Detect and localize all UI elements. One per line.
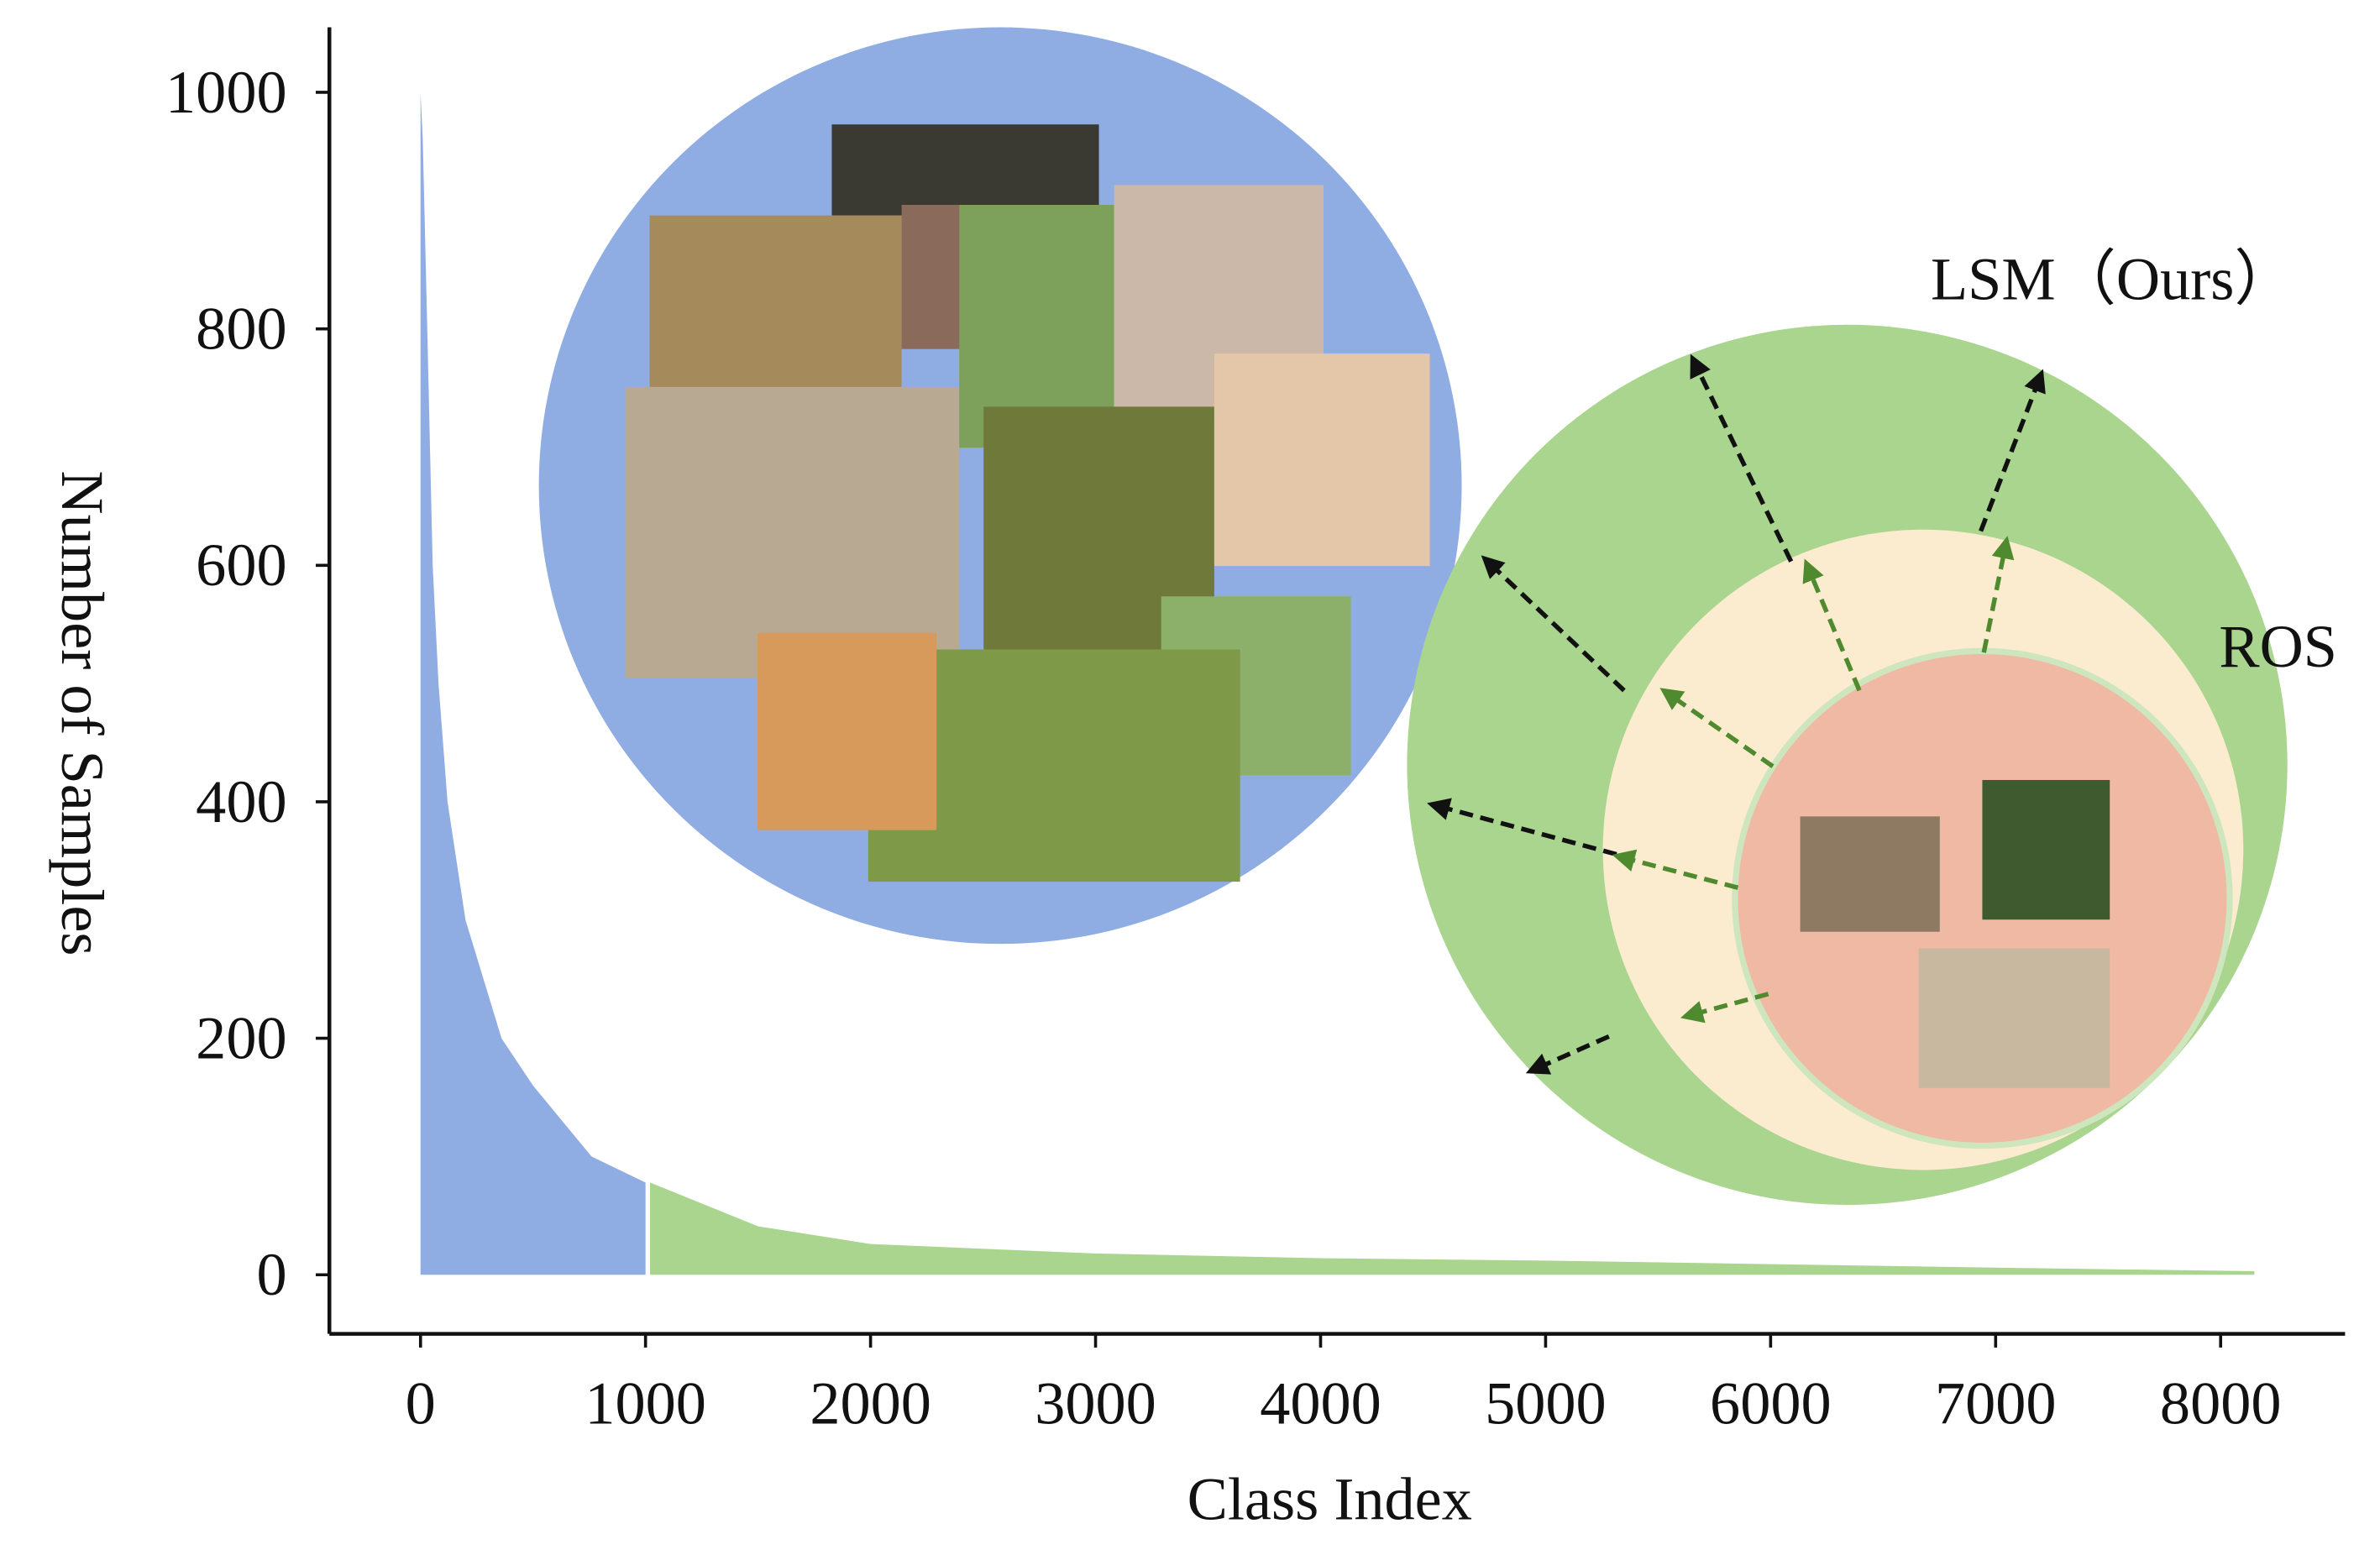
head-illustration	[538, 27, 1462, 945]
x-tick-label: 3000	[1035, 1370, 1156, 1437]
y-tick-label: 200	[196, 1004, 286, 1071]
photo	[625, 386, 960, 678]
photo	[1214, 353, 1430, 567]
y-tick-label: 1000	[165, 59, 287, 126]
x-tick-label: 4000	[1260, 1370, 1381, 1437]
photo	[901, 204, 962, 349]
plot-area	[420, 92, 2255, 1275]
x-tick-label: 0	[406, 1370, 436, 1437]
x-tick-label: 6000	[1710, 1370, 1832, 1437]
photo	[831, 124, 1099, 216]
area	[650, 1182, 2255, 1275]
y-axis-label: Number of Samples	[49, 470, 116, 956]
x-tick-label: 8000	[2160, 1370, 2282, 1437]
photo	[757, 632, 937, 830]
x-tick-label: 2000	[810, 1370, 931, 1437]
x-axis-label: Class Index	[1187, 1465, 1472, 1532]
x-tick-label: 1000	[585, 1370, 706, 1437]
y-tick-label: 400	[196, 768, 286, 835]
area	[420, 92, 646, 1275]
ros-arrows	[1612, 536, 2015, 1024]
lsm-arrows	[1427, 353, 2046, 1075]
tail-illustration: LSM（Ours） ROS	[1407, 245, 2337, 1206]
x-tick-label: 7000	[1935, 1370, 2057, 1437]
annotation: LSM（Ours）	[1931, 245, 2295, 312]
y-tick-label: 600	[196, 531, 286, 599]
photo	[1982, 779, 2110, 920]
y-tick-label: 800	[196, 295, 286, 362]
y-tick-label: 0	[256, 1241, 286, 1308]
photo	[1800, 816, 1940, 932]
photo	[1918, 948, 2110, 1088]
annotation: ROS	[2219, 613, 2337, 680]
x-tick-label: 5000	[1485, 1370, 1607, 1437]
